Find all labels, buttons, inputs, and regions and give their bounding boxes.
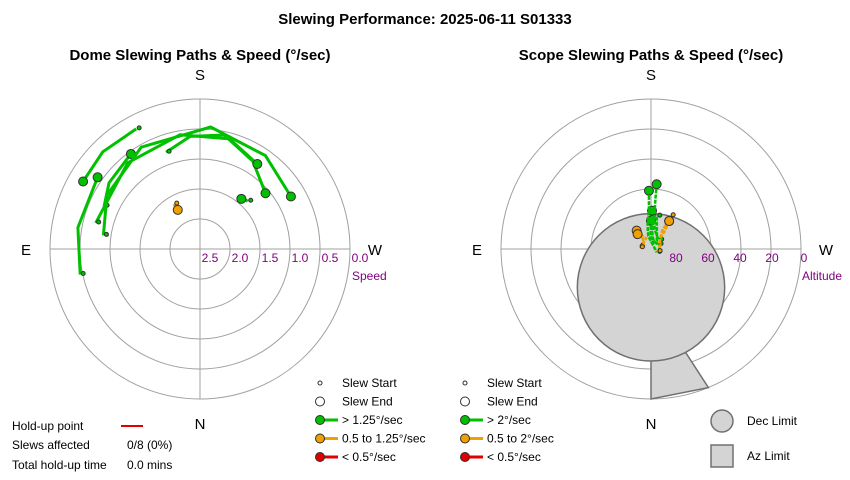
scope-radial-tick: 60	[701, 251, 715, 265]
slews-affected-value: 0/8 (0%)	[127, 438, 172, 452]
scope-slew-end-marker	[657, 248, 663, 254]
scope-legend-label: 0.5 to 2°/sec	[487, 432, 554, 446]
dome-grid	[49, 98, 351, 400]
scope-slew-start-marker	[643, 185, 654, 196]
dome-radial-axis-label: Speed	[352, 269, 387, 283]
scope-limits-legend: Dec Limit Az Limit	[710, 409, 798, 468]
scope-slew-path	[650, 210, 659, 246]
scope-slew-start-marker	[632, 229, 643, 240]
dec-limit-legend-swatch	[710, 409, 734, 433]
dome-legend-label: < 0.5°/sec	[342, 450, 396, 464]
dome-slew-start-marker	[78, 176, 89, 187]
scope-legend: Slew Start Slew End > 2°/sec 0.5 to 2°/sec <…	[460, 376, 554, 464]
dome-radial-tick: 2.5	[202, 251, 219, 265]
dome-slew-start-marker	[252, 159, 263, 170]
dome-radial-tick: 0.5	[322, 251, 339, 265]
holdup-panel: Hold-up point Slews affected 0/8 (0%) To…	[12, 419, 172, 472]
scope-legend-label: Slew Start	[487, 376, 542, 390]
scope-slew-path	[656, 220, 671, 253]
dome-cardinal-w: W	[368, 242, 383, 259]
dome-slew-start-marker	[260, 188, 271, 199]
dome-legend-label: Slew Start	[342, 376, 397, 390]
scope-legend-swatch-dot	[460, 415, 470, 425]
scope-legend-label: > 2°/sec	[487, 413, 531, 427]
dome-cardinal-n: N	[195, 416, 206, 433]
scope-legend-swatch-dot	[460, 433, 470, 444]
scope-radial-tick: 20	[765, 251, 779, 265]
dome-slew-path	[165, 133, 267, 194]
scope-radial-tick: 80	[669, 251, 683, 265]
scope-radial-tick: 40	[733, 251, 747, 265]
scope-radial-ticks: 80 60 40 20 0	[669, 251, 807, 265]
dome-legend: Slew Start Slew End > 1.25°/sec 0.5 to 1.25…	[315, 376, 426, 464]
slews-affected-label: Slews affected	[12, 438, 90, 452]
dome-slew-paths	[76, 125, 296, 276]
scope-slew-end-marker	[639, 244, 645, 250]
dome-slew-end-marker	[103, 231, 109, 237]
dome-legend-label: 0.5 to 1.25°/sec	[342, 432, 426, 446]
dome-slew-end-marker	[136, 125, 142, 131]
figure-title: Slewing Performance: 2025-06-11 S01333	[278, 11, 572, 28]
dome-slew-path	[81, 127, 138, 183]
dome-slew-path	[94, 133, 259, 224]
scope-cardinal-n: N	[646, 416, 657, 433]
dome-radial-tick: 2.0	[232, 251, 249, 265]
dome-slew-start-marker	[285, 191, 296, 202]
limit-legend-label: Az Limit	[747, 449, 790, 463]
scope-slew-end-marker	[657, 212, 663, 218]
scope-radial-axis-label: Altitude	[802, 269, 842, 283]
limit-legend-label: Dec Limit	[747, 414, 798, 428]
dome-radial-ticks: 2.5 2.0 1.5 1.0 0.5 0.0	[202, 251, 369, 265]
scope-slew-end-marker	[670, 212, 676, 218]
dome-radial-tick: 1.5	[262, 251, 279, 265]
dome-radial-tick: 1.0	[292, 251, 309, 265]
az-limit-legend-swatch	[710, 444, 734, 468]
total-holdup-label: Total hold-up time	[12, 458, 107, 472]
dome-polar-chart: Dome Slewing Paths & Speed (°/sec) 2.5 2.…	[21, 47, 426, 464]
dome-cardinal-s: S	[195, 67, 205, 84]
dome-slew-end-marker	[248, 197, 254, 203]
scope-cardinal-w: W	[819, 242, 834, 259]
dome-legend-swatch-dot	[315, 452, 325, 462]
scope-chart-title: Scope Slewing Paths & Speed (°/sec)	[519, 47, 783, 64]
scope-cardinal-s: S	[646, 67, 656, 84]
dome-slew-path	[76, 176, 99, 275]
total-holdup-value: 0.0 mins	[127, 458, 172, 472]
scope-polar-chart: Scope Slewing Paths & Speed (°/sec) 80 60…	[460, 47, 842, 468]
scope-legend-label: < 0.5°/sec	[487, 450, 541, 464]
dome-slew-end-marker	[174, 200, 180, 206]
dome-legend-label: > 1.25°/sec	[342, 413, 403, 427]
scope-legend-swatch-end	[460, 396, 470, 407]
dec-limit-zone	[576, 212, 726, 362]
dome-slew-end-marker	[166, 148, 172, 154]
scope-slew-start-marker	[651, 179, 662, 190]
scope-slew-paths	[631, 179, 676, 254]
scope-slew-start-marker	[664, 216, 675, 227]
dome-legend-swatch-dot	[315, 415, 325, 425]
scope-cardinal-e: E	[472, 242, 482, 259]
dome-slew-end-marker	[96, 219, 102, 225]
scope-legend-swatch-dot	[460, 452, 470, 462]
dome-legend-swatch-dot	[315, 433, 325, 444]
scope-slew-path	[646, 190, 658, 253]
scope-limit-zones	[576, 212, 726, 400]
scope-slew-path	[653, 184, 660, 241]
dome-legend-label: Slew End	[342, 395, 393, 409]
holdup-point-label: Hold-up point	[12, 419, 84, 433]
scope-radial-tick: 0	[801, 251, 808, 265]
dome-slew-start-marker	[236, 193, 247, 204]
dome-slew-end-marker	[80, 270, 86, 276]
dome-cardinal-e: E	[21, 242, 31, 259]
dome-legend-swatch-start	[317, 380, 323, 386]
dome-chart-title: Dome Slewing Paths & Speed (°/sec)	[69, 47, 330, 64]
dome-legend-swatch-end	[315, 396, 325, 407]
scope-legend-label: Slew End	[487, 395, 538, 409]
dome-slew-start-marker	[172, 204, 183, 215]
dome-slew-start-marker	[92, 172, 103, 183]
dome-radial-tick: 0.0	[352, 251, 369, 265]
scope-legend-swatch-start	[462, 380, 468, 386]
